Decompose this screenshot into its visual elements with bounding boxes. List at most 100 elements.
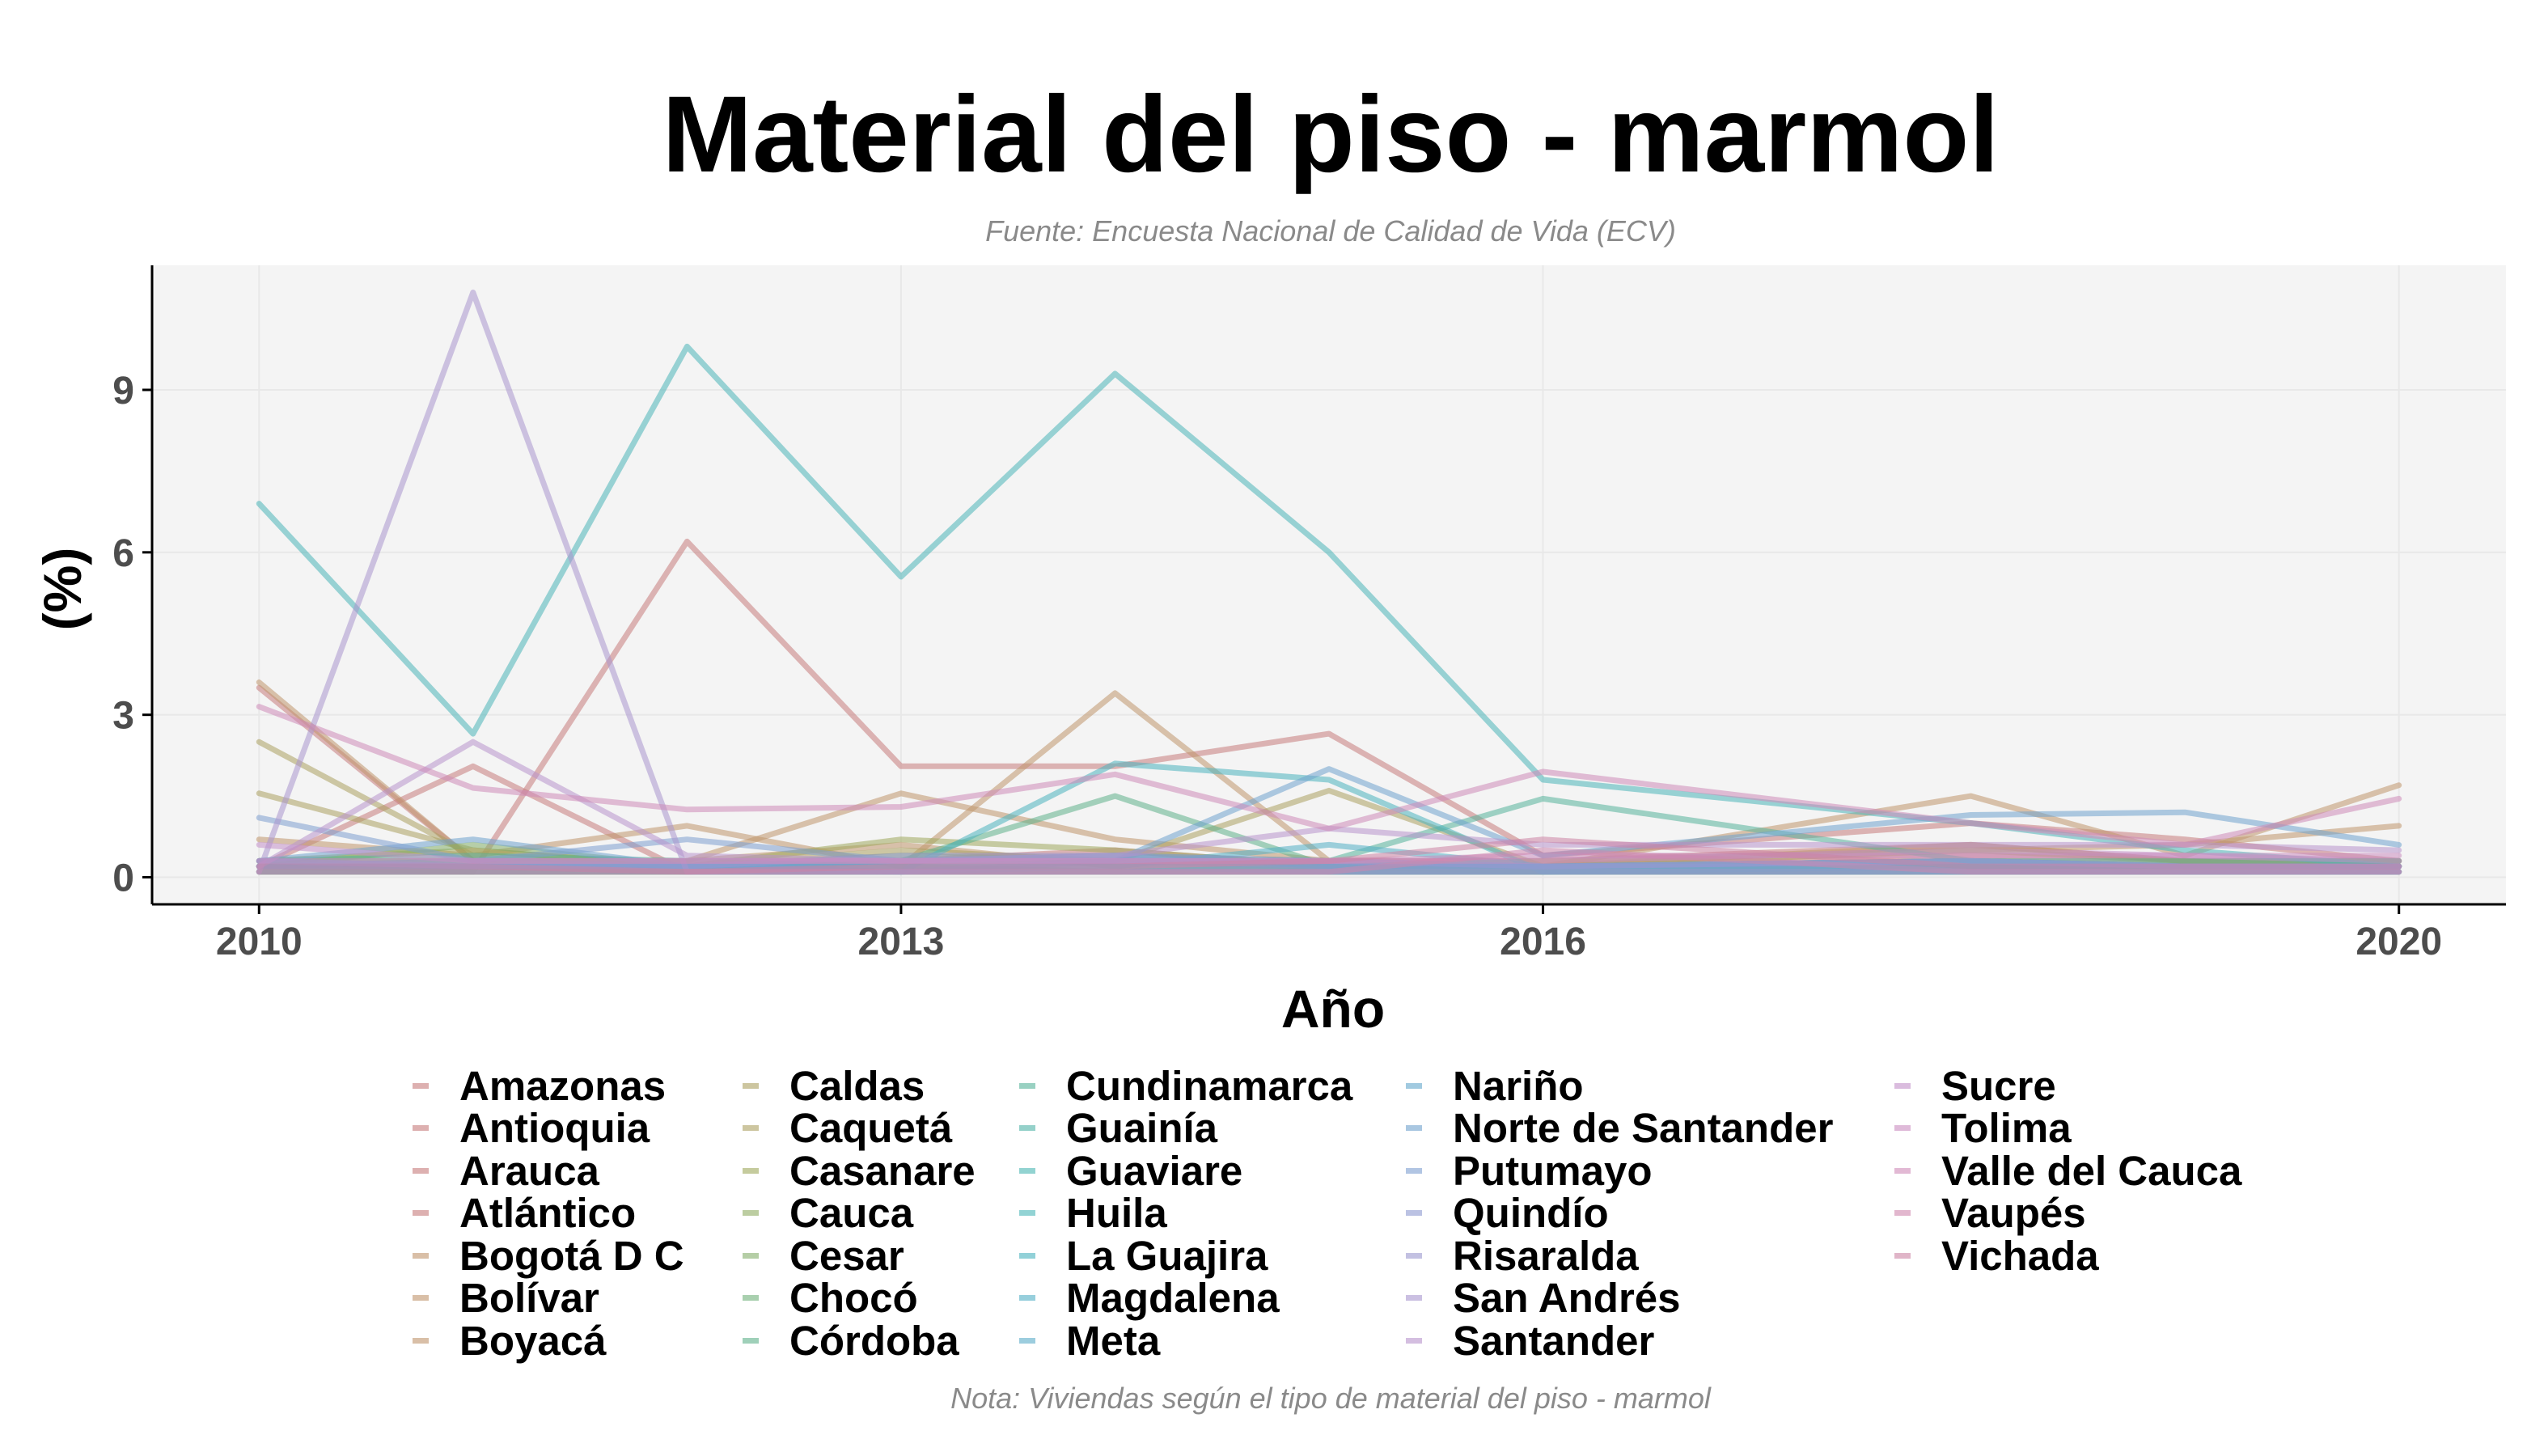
legend-key <box>1406 1252 1422 1259</box>
legend-key <box>413 1210 429 1217</box>
legend-key <box>1406 1082 1422 1089</box>
y-tick-label: 3 <box>112 695 134 738</box>
legend-key <box>743 1125 759 1132</box>
legend-item: Cauca <box>743 1190 976 1237</box>
legend-key <box>1406 1125 1422 1132</box>
legend-label: Cundinamarca <box>1066 1062 1353 1109</box>
legend-label: Cesar <box>789 1232 904 1279</box>
legend-key <box>1894 1210 1911 1217</box>
legend-item: Chocó <box>743 1275 976 1322</box>
legend-label: Sucre <box>1941 1062 2056 1109</box>
legend-item: Putumayo <box>1406 1147 1833 1194</box>
x-tick-label: 2016 <box>1500 921 1586 963</box>
legend-item: Sucre <box>1894 1062 2241 1109</box>
legend-item: Boyacá <box>413 1318 684 1364</box>
legend-column: Cundinamarca Guainía Guaviare Huila La Guaji… <box>1019 1062 1353 1364</box>
legend-key <box>1894 1125 1911 1132</box>
axis-ticks: 0 3 6 9 2010 2013 2016 2020 <box>112 370 2442 963</box>
legend-key <box>1019 1252 1035 1259</box>
legend-label: Tolima <box>1941 1105 2072 1152</box>
legend-column: Sucre Tolima Valle del Cauca Vaupés Vichada <box>1894 1062 2242 1279</box>
legend-key <box>743 1210 759 1217</box>
legend-key <box>1406 1167 1422 1174</box>
series-lines <box>256 290 2402 875</box>
legend-key <box>1019 1337 1035 1344</box>
line-chart: 0 3 6 9 2010 2013 2016 2020 Año (%) <box>32 265 2506 1039</box>
legend-label: Guaviare <box>1066 1147 1243 1194</box>
legend-item: Bogotá D C <box>413 1232 684 1279</box>
legend-item: Valle del Cauca <box>1894 1147 2242 1194</box>
legend-key <box>743 1295 759 1302</box>
legend-item: Guainía <box>1019 1105 1352 1152</box>
legend-key <box>1406 1295 1422 1302</box>
chart-subtitle: Fuente: Encuesta Nacional de Calidad de … <box>985 214 1676 248</box>
legend-label: Chocó <box>789 1275 918 1322</box>
legend-key <box>743 1082 759 1089</box>
legend-key <box>413 1337 429 1344</box>
legend-label: Quindío <box>1453 1190 1609 1237</box>
legend-label: Magdalena <box>1066 1275 1280 1322</box>
legend-item: Antioquia <box>413 1105 684 1152</box>
y-tick-label: 9 <box>112 370 134 413</box>
legend-label: Arauca <box>459 1147 599 1194</box>
legend-label: Cauca <box>789 1190 914 1237</box>
legend-label: Vichada <box>1941 1232 2099 1279</box>
x-tick-label: 2013 <box>858 921 945 963</box>
plot-panel <box>152 265 2506 904</box>
legend-column: Amazonas Antioquia Arauca Atlántico Bogotá D… <box>413 1063 684 1364</box>
legend-label: Valle del Cauca <box>1941 1147 2242 1194</box>
y-tick-label: 0 <box>112 857 134 900</box>
x-axis-label: Año <box>1281 979 1385 1039</box>
legend-key <box>1406 1210 1422 1217</box>
y-axis-label: (%) <box>32 548 92 631</box>
legend-item: Caldas <box>743 1062 976 1109</box>
legend-item: La Guajira <box>1019 1233 1352 1279</box>
legend-item: Norte de Santander <box>1406 1105 1834 1152</box>
legend-key <box>743 1337 759 1344</box>
legend-key <box>413 1295 429 1302</box>
chart-title: Material del piso - marmol <box>662 74 2000 195</box>
legend-key <box>1894 1167 1911 1174</box>
legend-label: Casanare <box>789 1147 976 1194</box>
legend-label: Vaupés <box>1941 1190 2086 1237</box>
legend-label: San Andrés <box>1453 1275 1681 1322</box>
legend-key <box>743 1167 759 1174</box>
legend-item: Córdoba <box>743 1318 976 1364</box>
legend-item: Vichada <box>1894 1232 2241 1279</box>
legend-item: Cesar <box>743 1232 976 1279</box>
legend-key <box>1019 1082 1035 1089</box>
legend-label: Huila <box>1066 1190 1167 1237</box>
legend-item: Meta <box>1019 1317 1352 1364</box>
legend-key <box>413 1252 429 1259</box>
legend-item: Santander <box>1406 1317 1833 1364</box>
legend-item: Magdalena <box>1019 1275 1352 1322</box>
legend-label: Guainía <box>1066 1105 1218 1152</box>
legend-label: Caquetá <box>789 1105 953 1152</box>
legend-label: Meta <box>1066 1317 1161 1364</box>
legend-item: Casanare <box>743 1147 976 1194</box>
legend-item: Atlántico <box>413 1190 684 1237</box>
legend-item: Amazonas <box>413 1063 684 1109</box>
legend-item: Guaviare <box>1019 1147 1352 1194</box>
legend-label: Caldas <box>789 1062 925 1109</box>
legend-key <box>413 1125 429 1132</box>
legend-label: Putumayo <box>1453 1147 1653 1194</box>
legend-item: San Andrés <box>1406 1275 1833 1322</box>
legend-label: Antioquia <box>459 1105 650 1152</box>
legend-label: Santander <box>1453 1317 1655 1364</box>
legend-item: Quindío <box>1406 1190 1833 1237</box>
legend-item: Cundinamarca <box>1019 1062 1353 1109</box>
series-line <box>256 836 2402 875</box>
legend-item: Caquetá <box>743 1105 976 1152</box>
legend-item: Bolívar <box>413 1275 684 1321</box>
legend-label: Norte de Santander <box>1453 1105 1834 1152</box>
legend-item: Tolima <box>1894 1105 2241 1152</box>
legend-key <box>1019 1125 1035 1132</box>
legend-label: Atlántico <box>459 1190 637 1237</box>
y-tick-label: 6 <box>112 532 134 575</box>
legend-key <box>1019 1295 1035 1302</box>
legend-key <box>413 1082 429 1089</box>
series-line <box>256 704 2402 848</box>
x-tick-label: 2020 <box>2355 921 2442 963</box>
legend-label: Bogotá D C <box>459 1232 684 1279</box>
